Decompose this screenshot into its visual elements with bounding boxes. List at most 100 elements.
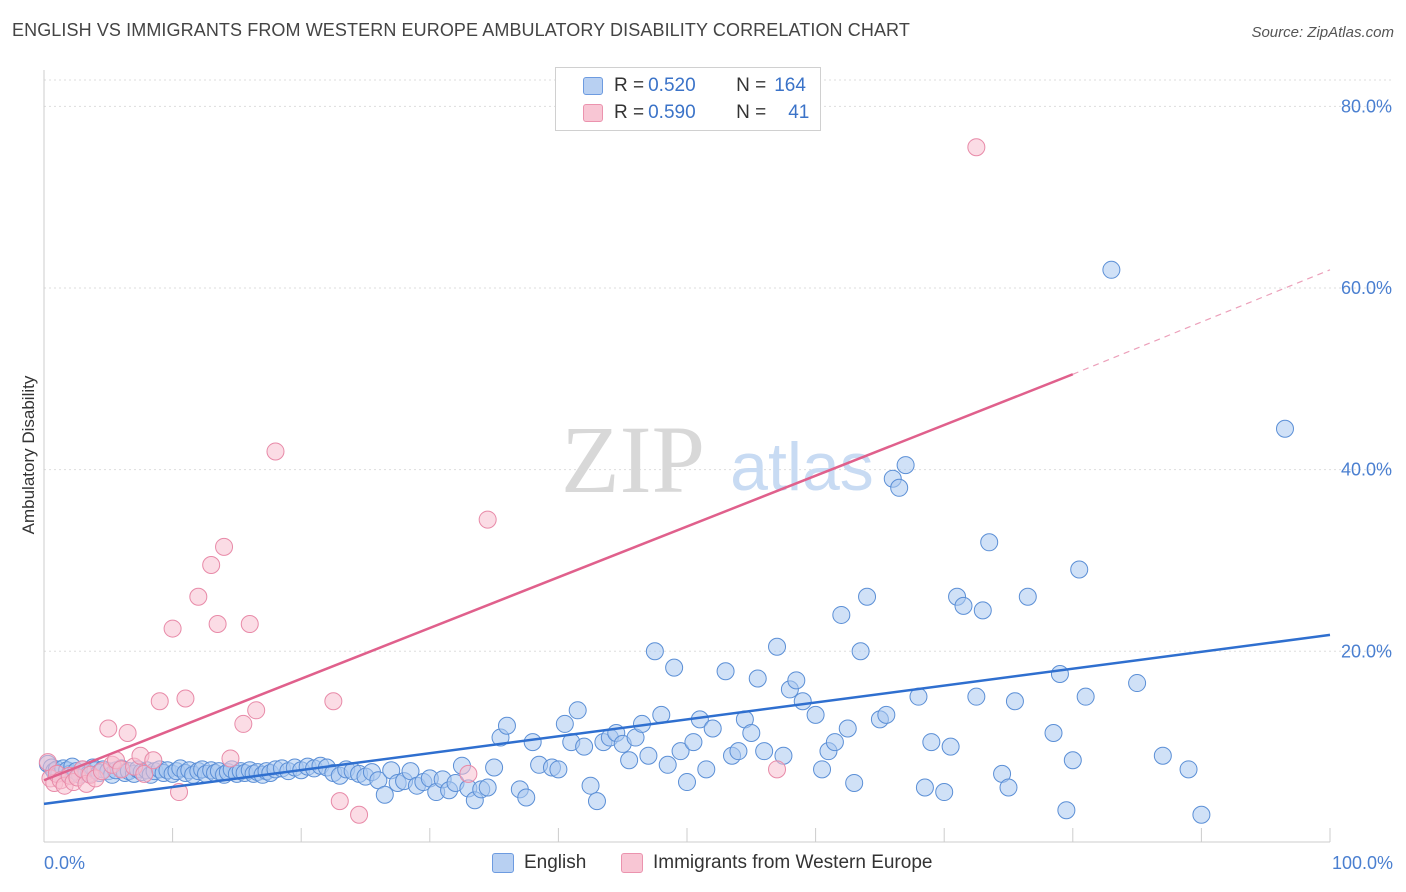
bottom-legend-immigrant: Immigrants from Western Europe	[653, 852, 933, 873]
bottom-legend-english: English	[524, 852, 587, 873]
immigrant-point	[350, 805, 369, 824]
english-point	[665, 658, 684, 677]
immigrant-point	[118, 724, 137, 743]
legend-row-english: R = 0.520 N = 164	[614, 73, 806, 99]
immigrant-point	[150, 692, 169, 711]
correlation-legend: R = 0.520 N = 164 R = 0.590 N = 41	[555, 67, 821, 131]
english-point	[581, 776, 600, 795]
english-point	[793, 692, 812, 711]
english-point	[485, 758, 504, 777]
english-point	[517, 788, 536, 807]
source-label: Source: ZipAtlas.com	[1251, 24, 1394, 41]
english-point	[639, 746, 658, 765]
immigrant-point	[189, 587, 208, 606]
english-point	[813, 760, 832, 779]
english-point	[620, 751, 639, 770]
legend-n-label: N =	[736, 102, 767, 123]
immigrant-point	[330, 792, 349, 811]
english-point	[1044, 724, 1063, 743]
english-point	[1275, 419, 1294, 438]
english-point	[549, 760, 568, 779]
immigrant-point	[247, 701, 266, 720]
english-point	[1192, 805, 1211, 824]
immigrant-point	[478, 510, 497, 529]
x-tick-label: 0.0%	[44, 853, 85, 873]
legend-row-immigrant: R = 0.590 N = 41	[614, 100, 809, 126]
legend-english-swatch	[583, 77, 603, 95]
immigrant-point	[176, 689, 195, 708]
immigrant-point	[144, 751, 163, 770]
axis-layer	[43, 70, 1331, 843]
english-point	[1005, 692, 1024, 711]
legend-r-value: 0.520	[648, 75, 696, 96]
english-point	[832, 605, 851, 624]
legend-immigrant-swatch	[583, 104, 603, 122]
english-point	[1076, 687, 1095, 706]
legend-n-value: 41	[788, 102, 810, 123]
watermark: ZIP atlas	[561, 406, 874, 513]
english-point	[941, 737, 960, 756]
immigrant-point	[135, 764, 154, 783]
y-axis-label: Ambulatory Disability	[19, 375, 38, 534]
english-point	[768, 637, 787, 656]
english-point	[478, 778, 497, 797]
legend-n-value: 164	[774, 75, 806, 96]
immigrant-point	[266, 442, 285, 461]
trend-lines	[43, 269, 1331, 806]
watermark-atlas: atlas	[730, 429, 874, 505]
immigrant-point	[202, 555, 221, 574]
english-point	[973, 601, 992, 620]
english-point	[375, 785, 394, 804]
english-point	[678, 773, 696, 792]
grid-layer	[44, 79, 1392, 652]
english-point	[896, 456, 915, 475]
english-point	[523, 733, 542, 752]
x-tick-label: 100.0%	[1332, 853, 1393, 873]
english-point	[935, 783, 954, 802]
english-point	[1102, 260, 1121, 279]
english-point	[825, 733, 844, 752]
english-point	[1018, 587, 1037, 606]
english-point	[851, 642, 870, 661]
english-point	[915, 778, 934, 797]
english-point	[1070, 560, 1089, 579]
english-point	[748, 669, 767, 688]
english-point	[967, 687, 986, 706]
english-point	[568, 701, 587, 720]
y-tick-label: 40.0%	[1341, 460, 1392, 480]
immigrant-point	[240, 615, 259, 634]
english-point	[742, 724, 761, 743]
immigrant-point	[768, 760, 787, 779]
immigrant-point	[967, 138, 986, 157]
english-point	[1179, 760, 1198, 779]
y-tick-label: 60.0%	[1341, 278, 1392, 298]
english-point	[671, 742, 690, 761]
english-point	[954, 596, 973, 615]
english-point	[845, 773, 864, 792]
legend-r-label: R =	[614, 102, 645, 123]
axis-labels: 20.0% 40.0% 60.0% 80.0% 0.0% 100.0%	[44, 96, 1393, 873]
english-point	[575, 737, 594, 756]
english-point	[1153, 746, 1172, 765]
english-point	[658, 755, 677, 774]
english-point	[858, 587, 877, 606]
immigrant-point	[208, 615, 227, 634]
immigrant-trend-extension	[1072, 269, 1331, 375]
immigrant-point	[163, 619, 182, 638]
immigrant-point	[221, 749, 240, 768]
legend-n-label: N =	[736, 75, 767, 96]
english-point	[999, 778, 1018, 797]
english-point	[787, 671, 806, 690]
english-point	[697, 760, 716, 779]
english-point	[729, 742, 748, 761]
bottom-legend-english-swatch	[492, 853, 514, 873]
english-point	[922, 733, 941, 752]
english-trend-line	[43, 633, 1331, 806]
immigrant-trend-line	[43, 373, 1074, 782]
english-point	[1057, 801, 1076, 820]
english-point	[1063, 751, 1082, 770]
english-point	[703, 719, 722, 738]
y-tick-label: 20.0%	[1341, 641, 1392, 661]
english-point	[645, 642, 664, 661]
